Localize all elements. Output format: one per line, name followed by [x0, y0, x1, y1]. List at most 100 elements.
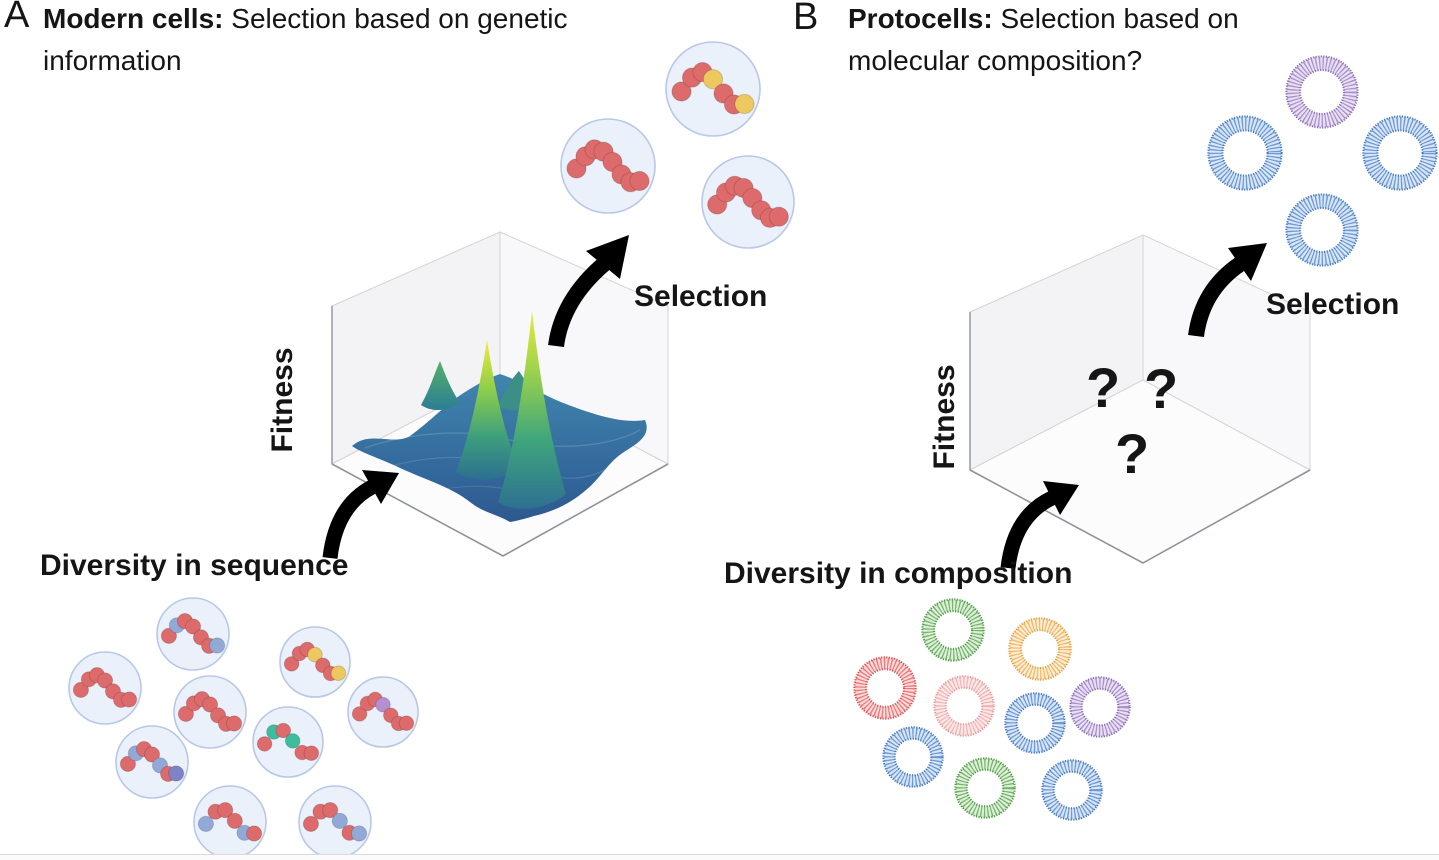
selection-arrow-b-head: [1228, 243, 1267, 281]
bead-yellow: [307, 646, 323, 663]
bead-red: [351, 706, 368, 722]
selected-vesicles-group: [1207, 55, 1438, 267]
cell: [252, 706, 324, 778]
cell: [193, 785, 267, 859]
panel-a-title-rest: Selection based on genetic information: [43, 3, 568, 76]
cell: [173, 675, 247, 749]
vesicle-pink: [933, 675, 995, 737]
cell: [279, 626, 351, 698]
box-b-front-edges: [969, 469, 1311, 564]
diversity-arrow-b: [1000, 481, 1079, 570]
landscape-peak-center: [456, 340, 519, 480]
bead-blue: [209, 637, 226, 654]
bead-red: [283, 656, 300, 672]
question-mark-2: ?: [1144, 357, 1179, 420]
selection-arrow-a: [548, 235, 629, 348]
cell: [701, 155, 795, 249]
diversity-label-b: Diversity in composition: [724, 557, 1073, 590]
question-mark-3: ?: [1115, 422, 1150, 485]
bead-red: [121, 691, 138, 708]
bead-red: [226, 812, 243, 830]
vesicle-blue: [1004, 692, 1066, 754]
vesicle-blue: [1285, 193, 1359, 267]
vesicle-orange: [1008, 617, 1072, 681]
vesicle-blue: [1207, 115, 1283, 191]
bead-red: [629, 170, 650, 192]
bead-red: [768, 206, 789, 227]
vesicle-blue: [1362, 115, 1438, 191]
bead-red: [119, 755, 137, 773]
selection-arrow-a-head: [586, 235, 629, 279]
bottom-rule: [0, 854, 1439, 860]
bead-red: [177, 705, 194, 723]
selection-label-b: Selection: [1266, 288, 1400, 321]
bead-red: [302, 815, 319, 833]
panel-a-title: Modern cells: Selection based on genetic…: [43, 0, 598, 82]
panel-b-title-bold: Protocells:: [848, 3, 993, 34]
fitness-axis-label-a: Fitness: [266, 347, 299, 453]
bead-red: [303, 745, 320, 762]
vesicle-green: [954, 757, 1016, 819]
bead-red: [160, 627, 177, 645]
bead-yellow: [330, 665, 347, 682]
bead-red: [671, 81, 692, 102]
diverse-cells-group: [68, 597, 419, 859]
fitness-box-b: [968, 234, 1312, 564]
bead-yellow: [702, 69, 724, 90]
selection-label-a: Selection: [634, 280, 768, 313]
diversity-arrow-a: [322, 470, 399, 560]
bead-red: [246, 825, 263, 842]
bead-red: [398, 715, 415, 732]
question-mark-1: ?: [1086, 356, 1121, 419]
bead-red: [256, 736, 273, 752]
vesicle-green: [921, 598, 985, 662]
cell: [560, 118, 656, 214]
bead-purple: [375, 696, 391, 713]
selection-arrow-a-shaft: [548, 257, 610, 348]
bead-red: [322, 802, 339, 819]
vesicle-blue: [882, 726, 944, 788]
cell: [347, 676, 419, 748]
bead-red: [96, 672, 114, 689]
bead-yellow: [734, 93, 755, 115]
bead-teal: [284, 733, 301, 749]
bead-blue: [351, 825, 368, 842]
landscape-peak-small: [421, 361, 460, 411]
landscape-contour-1: [364, 429, 641, 449]
panel-b-label: B: [793, 0, 819, 38]
panel-a-label: A: [4, 0, 30, 36]
vesicle-blue: [1041, 759, 1103, 821]
vesicle-red: [853, 656, 917, 720]
cell: [115, 725, 189, 799]
bead-red: [72, 681, 90, 699]
cell: [665, 41, 761, 137]
panel-b-title: Protocells: Selection based on molecular…: [848, 0, 1353, 82]
vesicle-purple: [1069, 676, 1131, 738]
fitness-landscape: [352, 311, 647, 522]
cell: [156, 597, 230, 671]
bead-red: [217, 802, 234, 819]
bead-red: [201, 696, 219, 713]
selected-cells-group: [560, 41, 795, 249]
box-a-front-edges: [331, 463, 669, 557]
bead-red: [275, 722, 292, 739]
cell: [298, 785, 372, 859]
panel-a-title-bold: Modern cells:: [43, 3, 224, 34]
fitness-axis-label-b: Fitness: [928, 364, 961, 470]
diversity-arrow-a-shaft: [322, 480, 376, 560]
cell: [68, 651, 142, 725]
bead-blue: [197, 815, 214, 833]
selection-arrow-b-shaft: [1188, 257, 1245, 338]
vesicle-purple: [1285, 55, 1359, 129]
bead-red: [226, 715, 243, 732]
diversity-label-a: Diversity in sequence: [40, 549, 349, 582]
bead-red: [184, 618, 202, 635]
bead-blue: [331, 812, 348, 830]
landscape-peak-right: [498, 311, 566, 509]
bead-red: [143, 746, 161, 763]
selection-arrow-b: [1188, 243, 1267, 338]
diversity-arrow-a-head: [362, 470, 399, 504]
panel-b-title-rest: Selection based on molecular composition…: [848, 3, 1239, 76]
